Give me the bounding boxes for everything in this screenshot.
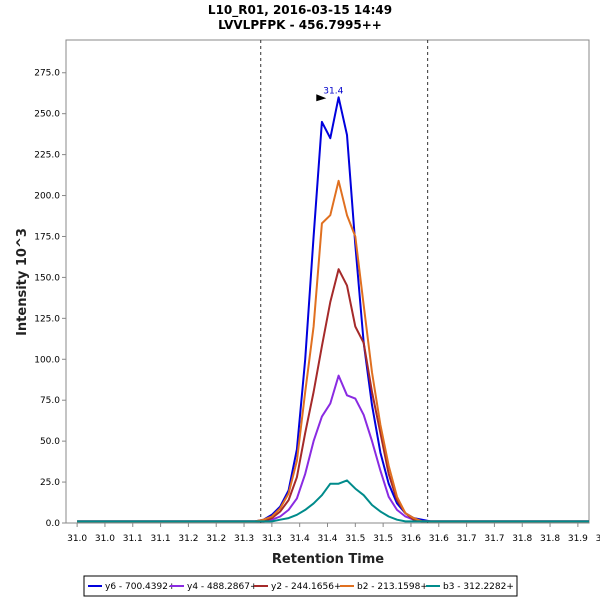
x-tick-label: 31.1 xyxy=(151,534,171,544)
y-tick-label: 175.0 xyxy=(34,232,60,242)
x-tick-label: 31.4 xyxy=(290,534,310,544)
x-tick-label: 31.0 xyxy=(67,534,87,544)
x-tick-label: 31.9 xyxy=(568,534,588,544)
y-tick-label: 275.0 xyxy=(34,69,60,79)
y-tick-label: 100.0 xyxy=(34,355,60,365)
y-tick-label: 0.0 xyxy=(46,519,61,529)
x-tick-label: 31.1 xyxy=(123,534,143,544)
y-axis-title: Intensity 10^3 xyxy=(15,228,30,336)
y-tick-label: 200.0 xyxy=(34,192,60,202)
y-tick-label: 225.0 xyxy=(34,151,60,161)
y-axis: 0.0 25.0 50.0 75.0 100.0 125.0 150.0 175.0 200.0… xyxy=(34,69,66,529)
y-tick-label: 75.0 xyxy=(40,396,60,406)
y-tick-label: 150.0 xyxy=(34,273,60,283)
x-tick-label: 31.7 xyxy=(484,534,504,544)
peak-label: 31.4 xyxy=(323,86,343,96)
x-tick-label: 31.6 xyxy=(429,534,449,544)
x-tick-label: 31.3 xyxy=(262,534,282,544)
x-tick-label: 31.8 xyxy=(540,534,560,544)
y-tick-label: 125.0 xyxy=(34,314,60,324)
x-tick-label: 31.5 xyxy=(373,534,393,544)
x-tick-label: 31.5 xyxy=(345,534,365,544)
plot-frame xyxy=(65,39,590,524)
x-tick-label: 31.3 xyxy=(234,534,254,544)
chart-subtitle: LVVLPFPK - 456.7995++ xyxy=(218,18,382,32)
legend-label-2: y2 - 244.1656+ xyxy=(271,582,342,592)
x-tick-label: 31.0 xyxy=(95,534,115,544)
x-tick-label: 31.9 xyxy=(596,534,600,544)
legend-label-1: y4 - 488.2867+ xyxy=(187,582,258,592)
y-tick-label: 250.0 xyxy=(34,110,60,120)
x-tick-label: 31.6 xyxy=(401,534,421,544)
peak-marker xyxy=(316,94,327,102)
legend-box xyxy=(83,575,518,597)
x-tick-label: 31.2 xyxy=(206,534,226,544)
x-tick-label: 31.8 xyxy=(512,534,532,544)
legend-label-3: b2 - 213.1598+ xyxy=(357,582,428,592)
legend: y6 - 700.4392+ y4 - 488.2867+ y2 - 244.165… xyxy=(83,575,518,597)
x-tick-label: 31.7 xyxy=(457,534,477,544)
legend-label-0: y6 - 700.4392+ xyxy=(105,582,176,592)
legend-label-4: b3 - 312.2282+ xyxy=(443,582,514,592)
plot-area: 31.4 xyxy=(65,39,590,524)
x-axis-title: Retention Time xyxy=(272,552,384,567)
x-tick-label: 31.4 xyxy=(317,534,337,544)
y-tick-label: 25.0 xyxy=(40,478,60,488)
x-axis: 31.0 31.0 31.1 31.1 31.2 31.2 31.3 31.3 31.4 31.4… xyxy=(67,523,600,544)
chart-title: L10_R01, 2016-03-15 14:49 xyxy=(208,3,392,18)
series-line-4 xyxy=(77,479,589,523)
y-tick-label: 50.0 xyxy=(40,437,60,447)
x-tick-label: 31.2 xyxy=(178,534,198,544)
